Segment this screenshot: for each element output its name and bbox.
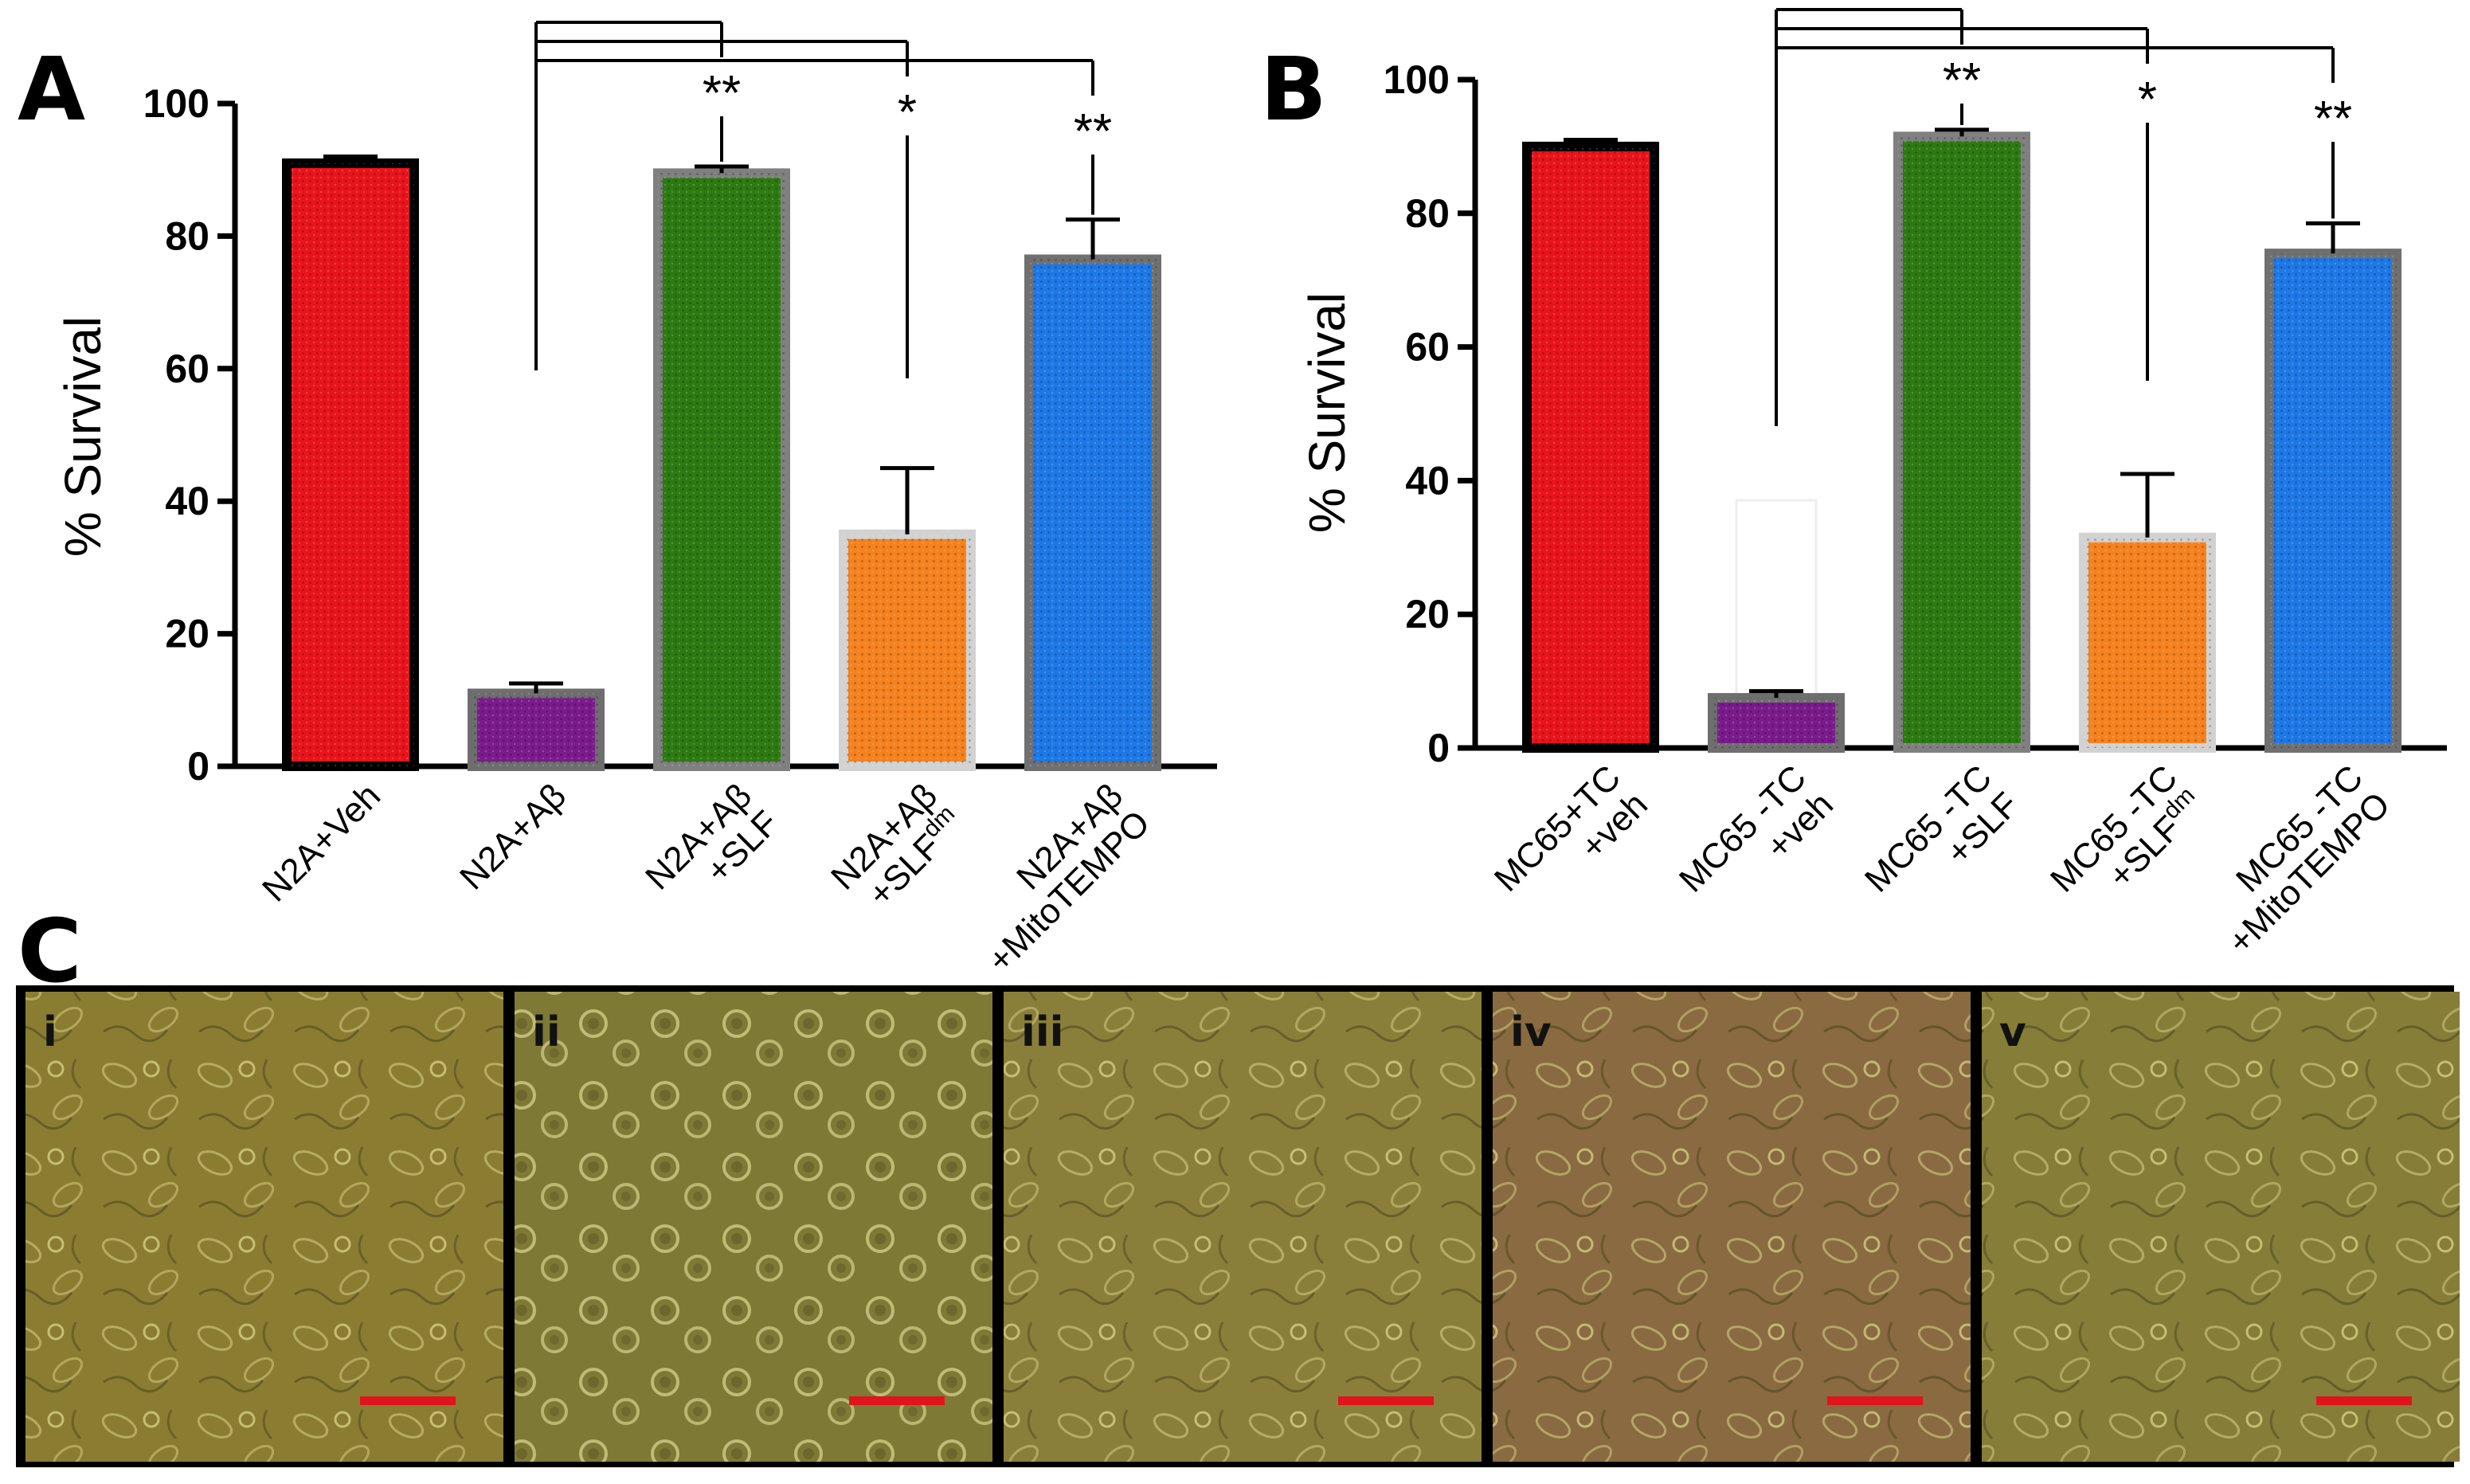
x-category-label: MC65 -TC+MitoTEMPO	[2221, 758, 2398, 961]
bar-texture	[1029, 259, 1157, 766]
scale-bar	[360, 1396, 456, 1405]
x-category-label: N2A+Aβ	[452, 776, 573, 897]
x-category-label: N2A+Aβ+SLF	[638, 776, 786, 897]
y-axis-label: % Survival	[1298, 292, 1356, 533]
y-tick-label: 60	[1405, 325, 1450, 370]
x-category-label: MC65+TC+veh	[1487, 758, 1655, 899]
bar-texture	[658, 173, 785, 767]
bar-texture	[2269, 253, 2397, 748]
bar-texture	[844, 534, 971, 766]
x-category-label: N2A+Aβ+MitoTEMPO	[981, 776, 1157, 980]
significance-marker: **	[1943, 53, 1981, 108]
significance-marker: **	[703, 66, 741, 121]
y-tick-label: 0	[1427, 726, 1450, 770]
y-tick-label: 80	[165, 213, 209, 258]
bar-texture	[287, 162, 414, 766]
panel-label-a: A	[18, 38, 85, 140]
bar-texture	[472, 693, 600, 766]
significance-marker: *	[2138, 72, 2157, 127]
y-tick-label: 40	[1405, 458, 1450, 503]
bar-texture	[1713, 698, 1840, 748]
panel-label-b: B	[1260, 38, 1327, 140]
scale-bar	[1338, 1396, 1434, 1405]
micrograph-label: i	[43, 1008, 57, 1056]
x-category-label: N2A+Aβ+SLFdm	[824, 776, 960, 914]
micrograph-texture	[515, 992, 992, 1462]
micrograph-texture	[1493, 992, 1971, 1462]
scale-bar	[1827, 1396, 1923, 1405]
scale-bar	[2316, 1396, 2412, 1405]
bar-texture	[1527, 146, 1654, 748]
micrograph-strip: i ii iii iv v	[16, 985, 2460, 1467]
bar-texture	[2084, 537, 2211, 748]
significance-marker: **	[1074, 104, 1112, 159]
x-category-line1: N2A+Aβ	[452, 776, 573, 897]
micrograph-texture	[25, 992, 503, 1462]
micrograph-label: ii	[532, 1008, 561, 1056]
x-category-label: N2A+Veh	[255, 776, 388, 909]
y-tick-label: 100	[1384, 57, 1450, 102]
bar-texture	[1898, 136, 2026, 748]
micrograph-label: v	[1999, 1008, 2026, 1056]
x-category-label: MC65 -TC+SLFdm	[2043, 758, 2200, 899]
y-tick-label: 0	[187, 744, 209, 789]
scale-bar	[849, 1396, 945, 1405]
y-tick-label: 100	[143, 81, 209, 126]
y-tick-label: 40	[165, 479, 209, 523]
x-category-label: MC65 -TC+veh	[1672, 758, 1841, 899]
y-tick-label: 60	[165, 347, 209, 391]
y-tick-label: 20	[165, 612, 209, 656]
significance-marker: *	[898, 85, 917, 140]
y-tick-label: 20	[1405, 592, 1450, 636]
micrograph-texture	[1982, 992, 2460, 1462]
micrograph-texture	[1004, 992, 1482, 1462]
y-tick-label: 80	[1405, 191, 1450, 236]
x-category-label: MC65 -TC+SLF	[1857, 758, 2026, 899]
significance-marker: **	[2314, 92, 2352, 147]
panel-label-c: C	[18, 900, 82, 1002]
micrograph-label: iii	[1021, 1008, 1063, 1056]
y-axis-label: % Survival	[54, 316, 112, 557]
x-category-line1: N2A+Veh	[255, 776, 388, 909]
micrograph-label: iv	[1510, 1008, 1552, 1056]
